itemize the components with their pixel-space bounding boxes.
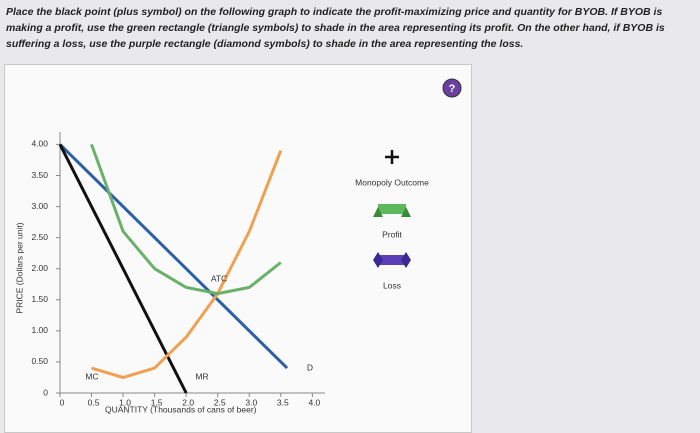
x-tick-label: 1.5 <box>151 397 163 407</box>
tool-label: Profit <box>382 229 402 239</box>
curve-label: MR <box>195 371 208 381</box>
x-tick-label: 0.5 <box>88 397 100 407</box>
tool-label: Monopoly Outcome <box>355 177 429 187</box>
x-tick-label: 2.0 <box>182 397 194 407</box>
x-tick-label: 3.5 <box>277 397 289 407</box>
curve <box>58 143 289 370</box>
y-tick-label: 0.50 <box>31 356 48 366</box>
tool-label: Loss <box>383 280 401 290</box>
y-tick-label: 3.00 <box>31 201 48 211</box>
profit-tool[interactable] <box>373 204 411 217</box>
y-tick-label: 1.00 <box>31 325 48 335</box>
plus-tool[interactable] <box>385 150 399 164</box>
x-tick-label: 2.5 <box>214 397 226 407</box>
x-tick-label: 0 <box>60 397 65 407</box>
curve-label: MC <box>85 371 98 381</box>
curve <box>58 143 188 394</box>
help-label[interactable]: ? <box>449 83 456 95</box>
curve <box>90 143 282 296</box>
y-tick-label: 2.50 <box>31 232 48 242</box>
curve-label: ATC <box>211 273 227 283</box>
x-axis-label: QUANTITY (Thousands of cans of beer) <box>105 404 257 414</box>
y-tick-label: 2.00 <box>31 263 48 273</box>
loss-tool[interactable] <box>373 252 411 268</box>
y-tick-label: 1.50 <box>31 294 48 304</box>
graph-panel <box>4 64 472 433</box>
y-axis-label: PRICE (Dollars per unit) <box>14 222 24 313</box>
curve <box>91 150 283 379</box>
question: Place the black point (plus symbol) on t… <box>6 6 665 50</box>
x-tick-label: 3.0 <box>245 397 257 407</box>
y-tick-label: 0 <box>43 387 48 397</box>
curve-label: D <box>307 362 313 372</box>
x-tick-label: 1.0 <box>119 397 131 407</box>
x-tick-label: 4.0 <box>308 397 320 407</box>
y-tick-label: 3.50 <box>31 170 48 180</box>
y-tick-label: 4.00 <box>31 139 48 149</box>
help-button[interactable] <box>442 78 462 98</box>
